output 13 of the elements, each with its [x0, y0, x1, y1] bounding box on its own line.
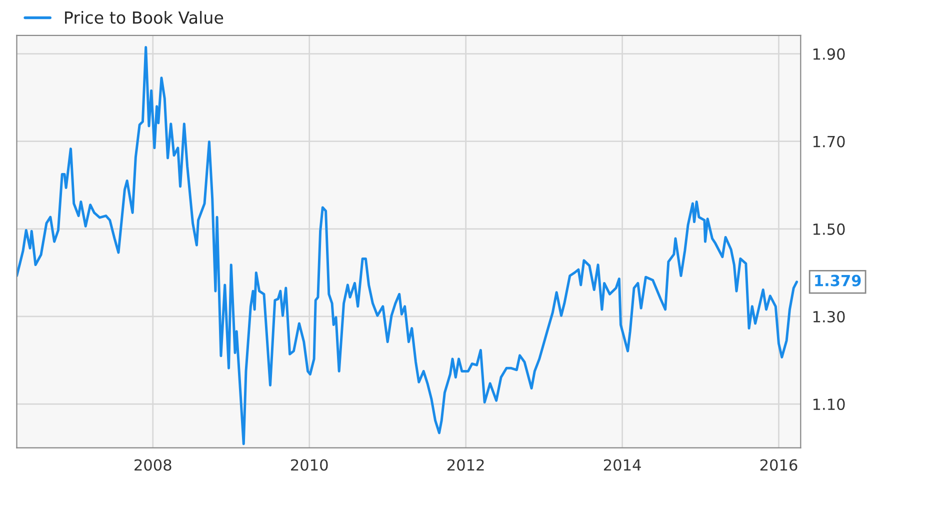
- y-tick-label: 1.70: [813, 136, 845, 148]
- x-tick-label: 2016: [760, 459, 798, 471]
- x-tick-label: 2008: [134, 459, 172, 471]
- y-tick-label: 1.90: [813, 48, 845, 60]
- y-tick-label: 1.50: [813, 223, 845, 235]
- line-series: [16, 46, 798, 446]
- annotation: 1.379: [815, 274, 861, 286]
- y-tick-label: 1.10: [813, 398, 845, 410]
- y-tick-label: 1.30: [813, 310, 845, 322]
- legend-label: Price to Book Value: [65, 10, 224, 24]
- x-tick-label: 2010: [291, 459, 328, 471]
- x-tick-label: 2012: [448, 459, 484, 471]
- x-tick-label: 2014: [604, 459, 641, 471]
